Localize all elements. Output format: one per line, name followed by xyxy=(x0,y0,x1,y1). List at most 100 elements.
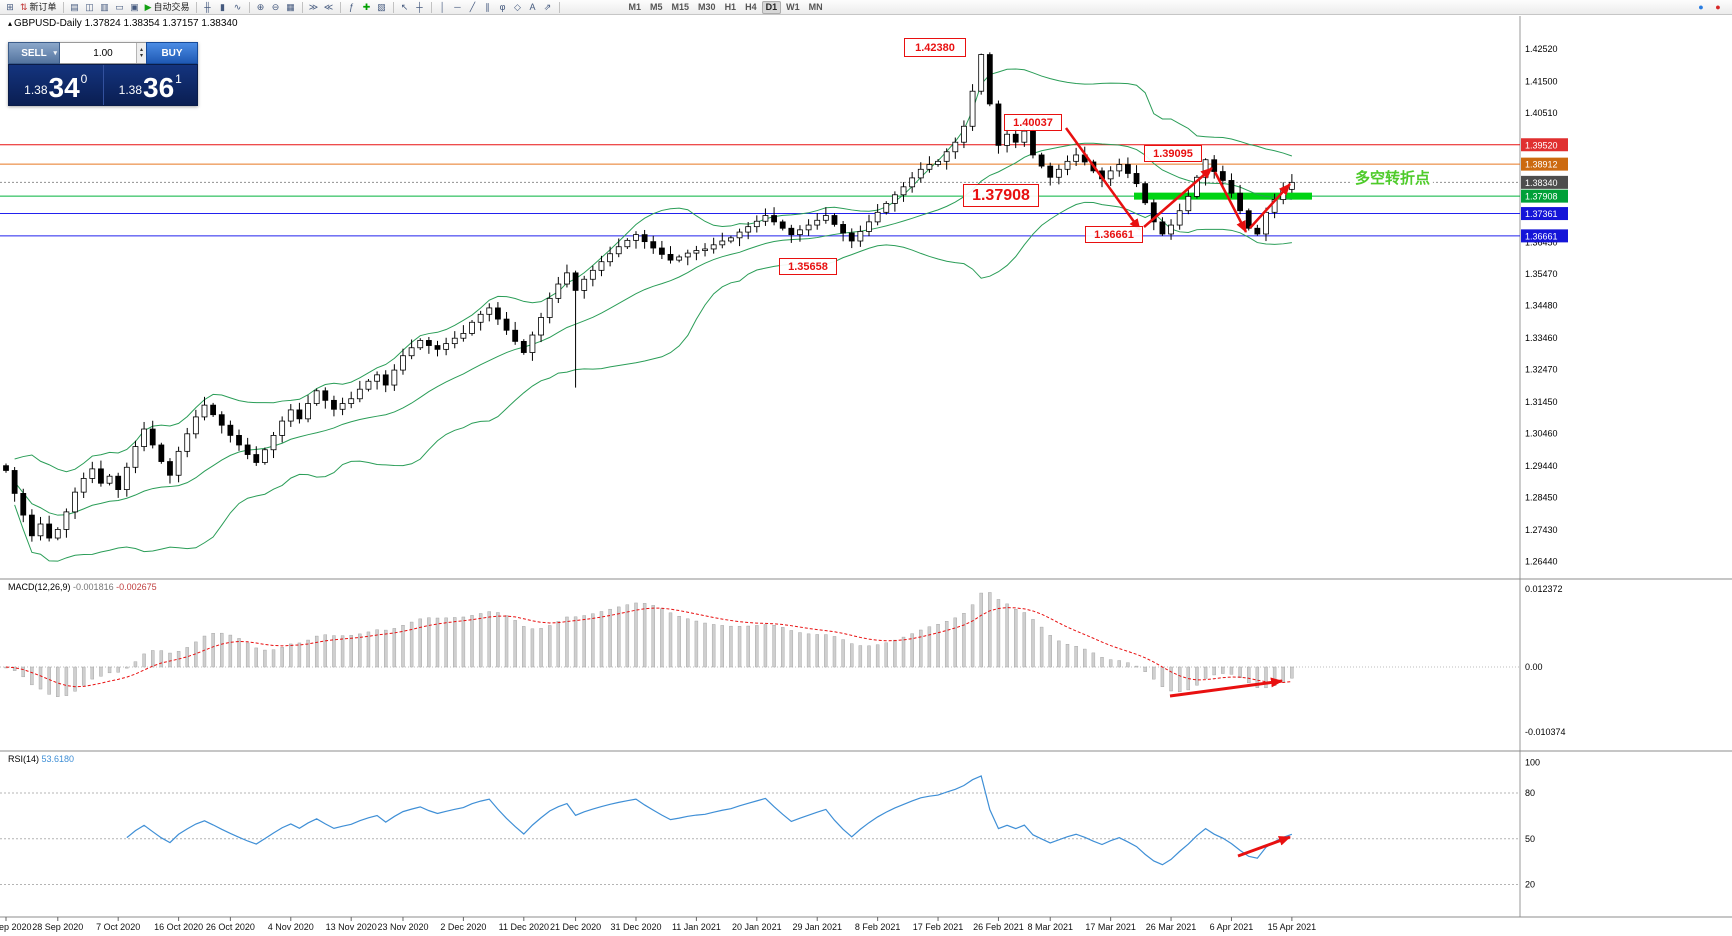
fibonacci-icon[interactable]: φ xyxy=(496,1,510,14)
turning-point-note[interactable]: 多空转折点 xyxy=(1352,167,1434,188)
price-annotation[interactable]: 1.36661 xyxy=(1085,226,1143,243)
price-annotation[interactable]: 1.42380 xyxy=(904,38,966,57)
svg-text:1.36661: 1.36661 xyxy=(1525,231,1558,241)
crosshair-icon[interactable]: ┼ xyxy=(413,1,427,14)
svg-text:1.32470: 1.32470 xyxy=(1525,364,1558,374)
line-chart-icon[interactable]: ∿ xyxy=(231,1,245,14)
new-chart-icon[interactable]: ⊞ xyxy=(3,1,17,14)
one-click-trade-panel: SELL ▾ 1.00 ▴ ▾ BUY 1.38 34 0 1.38 36 1 xyxy=(8,42,198,106)
templates-icon[interactable]: ▧ xyxy=(375,1,389,14)
macd-name: MACD(12,26,9) xyxy=(8,582,71,592)
zoom-in-icon[interactable]: ⊕ xyxy=(254,1,268,14)
svg-text:7 Oct 2020: 7 Oct 2020 xyxy=(96,922,140,932)
horizontal-line-icon: ─ xyxy=(454,1,461,12)
price-annotation[interactable]: 1.35658 xyxy=(779,258,837,275)
strategy-tester-icon[interactable]: ▣ xyxy=(128,1,142,14)
notifications-icon[interactable]: ● xyxy=(1711,1,1725,14)
text-icon: A xyxy=(529,1,536,12)
autotrade-button[interactable]: ▶ 自动交易 xyxy=(143,1,192,14)
timeframe-button-w1[interactable]: W1 xyxy=(782,1,804,14)
text-icon[interactable]: A xyxy=(526,1,540,14)
timeframe-button-m1[interactable]: M1 xyxy=(625,1,646,14)
market-watch-icon: ▤ xyxy=(70,1,79,12)
trendline-icon[interactable]: ╱ xyxy=(466,1,480,14)
timeframe-button-d1[interactable]: D1 xyxy=(761,0,782,14)
candles-layer xyxy=(3,52,1295,542)
sell-button[interactable]: SELL ▾ xyxy=(8,42,60,64)
shapes-icon: ◇ xyxy=(514,1,521,12)
cursor-icon: ↖ xyxy=(400,1,409,12)
sell-price-prefix: 1.38 xyxy=(24,83,48,97)
timeframe-button-m15[interactable]: M15 xyxy=(668,1,694,14)
svg-text:1.29440: 1.29440 xyxy=(1525,461,1558,471)
community-icon[interactable]: ● xyxy=(1694,1,1708,14)
svg-text:23 Nov 2020: 23 Nov 2020 xyxy=(377,922,428,932)
svg-text:1.39520: 1.39520 xyxy=(1525,140,1558,150)
indicators-icon[interactable]: ƒ xyxy=(345,1,359,14)
toolbar-spacer xyxy=(564,7,624,8)
auto-scroll-icon[interactable]: ≫ xyxy=(307,1,321,14)
timeframe-button-h4[interactable]: H4 xyxy=(741,1,761,14)
svg-text:1.37361: 1.37361 xyxy=(1525,209,1558,219)
buy-price-display[interactable]: 1.38 36 1 xyxy=(104,65,198,105)
price-annotation[interactable]: 1.37908 xyxy=(963,184,1039,207)
svg-text:8 Mar 2021: 8 Mar 2021 xyxy=(1027,922,1073,932)
toolbar-right-group: ● ● xyxy=(1694,1,1729,14)
new-order-button[interactable]: ⇅ 新订单 xyxy=(18,1,59,14)
timeframe-button-m30[interactable]: M30 xyxy=(694,1,720,14)
bars-chart-icon[interactable]: ╫ xyxy=(201,1,215,14)
zoom-out-icon[interactable]: ⊖ xyxy=(269,1,283,14)
tile-windows-icon[interactable]: ▦ xyxy=(284,1,298,14)
templates-icon: ▧ xyxy=(377,1,386,12)
buy-price-big: 36 xyxy=(143,72,175,104)
stepper-down-icon[interactable]: ▾ xyxy=(139,53,143,59)
candles-chart-icon[interactable]: ▮ xyxy=(216,1,230,14)
lot-size-input[interactable]: 1.00 ▴ ▾ xyxy=(60,42,146,64)
svg-text:1.33460: 1.33460 xyxy=(1525,333,1558,343)
price-tags: 1.39520 1.38912 1.38340 1.37908 1.37361 1.366… xyxy=(1521,138,1568,243)
market-watch-icon[interactable]: ▤ xyxy=(68,1,82,14)
timeframe-button-m5[interactable]: M5 xyxy=(646,1,667,14)
add-indicator-icon[interactable]: ✚ xyxy=(360,1,374,14)
price-annotation[interactable]: 1.39095 xyxy=(1144,145,1202,162)
svg-text:18 Sep 2020: 18 Sep 2020 xyxy=(0,922,32,932)
notifications-icon: ● xyxy=(1715,1,1721,12)
vertical-line-icon[interactable]: │ xyxy=(436,1,450,14)
chart-shift-icon[interactable]: ≪ xyxy=(322,1,336,14)
svg-text:1.38912: 1.38912 xyxy=(1525,160,1558,170)
svg-text:28 Sep 2020: 28 Sep 2020 xyxy=(32,922,83,932)
sell-price-display[interactable]: 1.38 34 0 xyxy=(9,65,103,105)
chart-title-icon: ▴ xyxy=(8,19,13,28)
data-window-icon[interactable]: ◫ xyxy=(83,1,97,14)
svg-text:1.27430: 1.27430 xyxy=(1525,525,1558,535)
svg-text:1.40510: 1.40510 xyxy=(1525,108,1558,118)
macd-signal-value: -0.002675 xyxy=(116,582,157,592)
timeframe-button-mn[interactable]: MN xyxy=(805,1,827,14)
stepper-up-icon[interactable]: ▴ xyxy=(139,47,143,53)
svg-text:31 Dec 2020: 31 Dec 2020 xyxy=(610,922,661,932)
arrows-icon: ⇗ xyxy=(543,1,552,12)
terminal-icon: ▭ xyxy=(115,1,124,12)
channel-icon[interactable]: ∥ xyxy=(481,1,495,14)
shapes-icon[interactable]: ◇ xyxy=(511,1,525,14)
arrows-icon[interactable]: ⇗ xyxy=(541,1,555,14)
candles-chart-icon: ▮ xyxy=(220,1,225,12)
svg-text:1.35470: 1.35470 xyxy=(1525,269,1558,279)
toolbar-separator xyxy=(62,1,64,13)
svg-text:16 Oct 2020: 16 Oct 2020 xyxy=(154,922,203,932)
macd-main-value: -0.001816 xyxy=(73,582,114,592)
crosshair-icon: ┼ xyxy=(416,1,423,12)
horizontal-line-icon[interactable]: ─ xyxy=(451,1,465,14)
lot-stepper[interactable]: ▴ ▾ xyxy=(136,43,146,63)
navigator-icon[interactable]: ▥ xyxy=(98,1,112,14)
timeframe-button-h1[interactable]: H1 xyxy=(721,1,741,14)
cursor-icon[interactable]: ↖ xyxy=(398,1,412,14)
buy-button[interactable]: BUY xyxy=(146,42,198,64)
sell-dropdown-arrow-icon[interactable]: ▾ xyxy=(53,50,57,57)
terminal-icon[interactable]: ▭ xyxy=(113,1,127,14)
svg-text:20: 20 xyxy=(1525,880,1535,890)
price-annotation[interactable]: 1.40037 xyxy=(1004,114,1062,131)
svg-text:20 Jan 2021: 20 Jan 2021 xyxy=(732,922,782,932)
toolbar-separator xyxy=(430,1,432,13)
